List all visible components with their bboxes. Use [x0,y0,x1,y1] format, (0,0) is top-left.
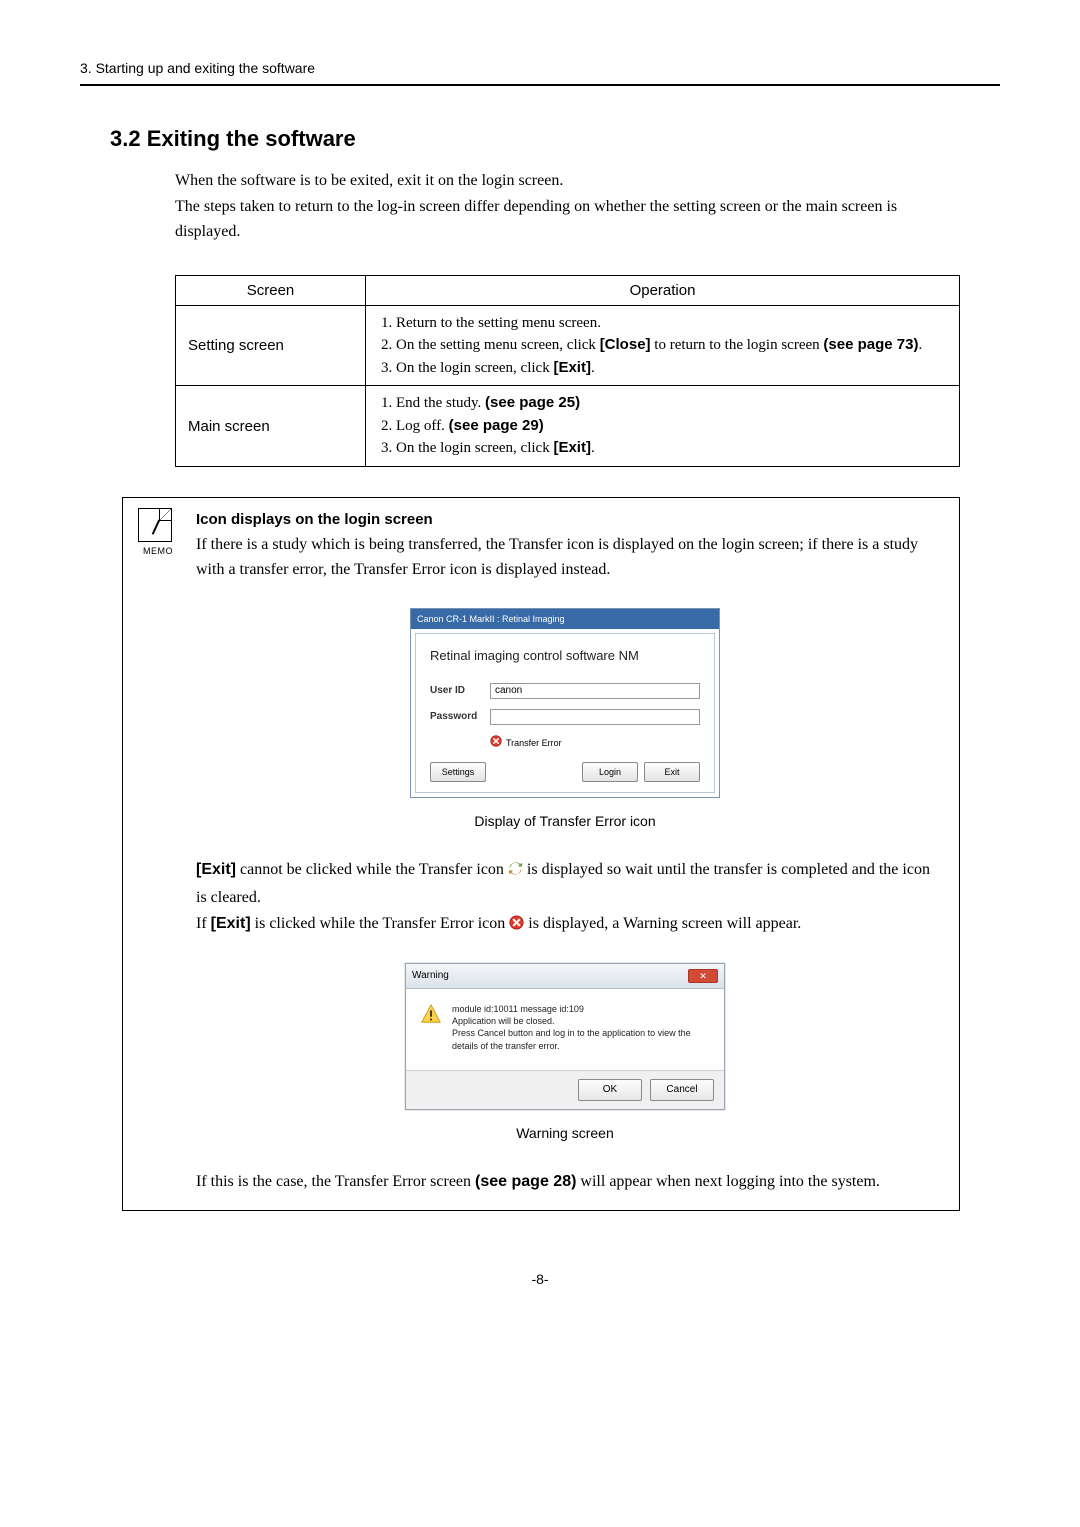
table-row-label: Setting screen [176,305,366,386]
memo-box: MEMO Icon displays on the login screen I… [122,497,960,1211]
memo-title: Icon displays on the login screen [196,508,934,532]
memo-paragraph-2: [Exit] cannot be clicked while the Trans… [196,857,934,910]
exit-bracket-2: [Exit] [211,915,251,932]
cancel-button[interactable]: Cancel [650,1079,714,1101]
transfer-icon [508,859,523,885]
warning-screenshot: Warning ✕ module id:10011 message id:109… [405,963,725,1110]
transfer-error-inline-icon [509,913,524,939]
memo-icon-label: MEMO [138,544,178,558]
table-row-operation: End the study. (see page 25)Log off. (se… [366,386,960,467]
page-header: 3. Starting up and exiting the software [80,60,1000,86]
close-icon[interactable]: ✕ [688,969,718,983]
intro-line-2: The steps taken to return to the log-in … [175,198,897,241]
table-row-label: Main screen [176,386,366,467]
transfer-error-icon [490,735,502,751]
table-row: Main screenEnd the study. (see page 25)L… [176,386,960,467]
operation-table: Screen Operation Setting screenReturn to… [175,275,960,467]
user-id-field[interactable]: canon [490,683,700,699]
memo-paragraph-3: If [Exit] is clicked while the Transfer … [196,911,934,939]
exit-bracket-1: [Exit] [196,861,236,878]
warning-icon [420,1003,442,1025]
login-screenshot: Canon CR-1 MarkII : Retinal Imaging Reti… [410,608,720,798]
table-row-operation: Return to the setting menu screen.On the… [366,305,960,386]
caption-transfer-error: Display of Transfer Error icon [196,810,934,832]
transfer-status-text: Transfer Error [506,736,562,750]
warning-titlebar: Warning [412,968,449,984]
intro-line-1: When the software is to be exited, exit … [175,172,563,189]
memo-icon: MEMO [138,508,178,558]
password-label: Password [430,709,490,725]
settings-button[interactable]: Settings [430,762,486,782]
page-number: -8- [80,1271,1000,1287]
caption-warning: Warning screen [196,1122,934,1144]
memo-paragraph-1: If there is a study which is being trans… [196,532,934,583]
intro-paragraph: When the software is to be exited, exit … [175,168,960,245]
section-heading: 3.2 Exiting the software [110,126,1000,152]
user-id-label: User ID [430,683,490,699]
table-header-screen: Screen [176,275,366,305]
warning-message: module id:10011 message id:109 Applicati… [452,1003,710,1052]
table-header-operation: Operation [366,275,960,305]
password-field[interactable] [490,709,700,725]
login-app-title: Retinal imaging control software NM [430,646,700,667]
transfer-status-row: Transfer Error [490,735,700,751]
login-button[interactable]: Login [582,762,638,782]
table-row: Setting screenReturn to the setting menu… [176,305,960,386]
ok-button[interactable]: OK [578,1079,642,1101]
login-titlebar: Canon CR-1 MarkII : Retinal Imaging [411,609,719,629]
memo-paragraph-4: If this is the case, the Transfer Error … [196,1169,934,1195]
exit-button[interactable]: Exit [644,762,700,782]
